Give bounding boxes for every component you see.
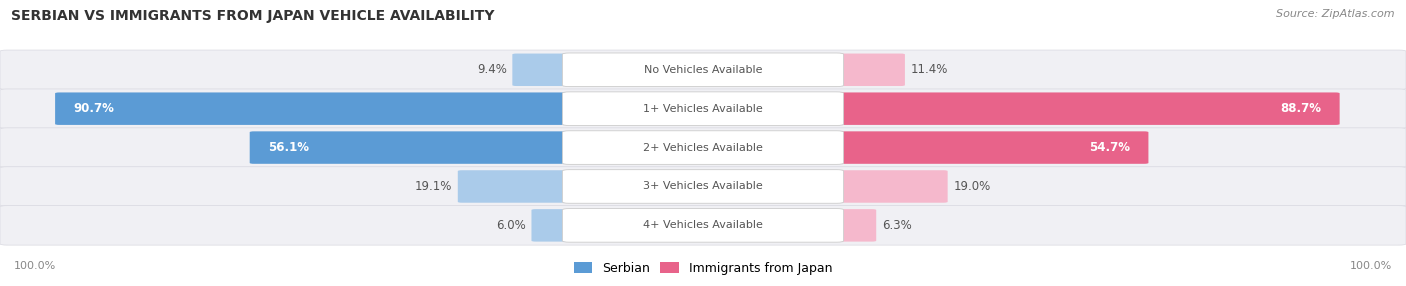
Text: 100.0%: 100.0%: [14, 261, 56, 271]
FancyBboxPatch shape: [562, 53, 844, 87]
Text: 1+ Vehicles Available: 1+ Vehicles Available: [643, 104, 763, 114]
Text: Source: ZipAtlas.com: Source: ZipAtlas.com: [1277, 9, 1395, 19]
Text: 100.0%: 100.0%: [1350, 261, 1392, 271]
Text: 2+ Vehicles Available: 2+ Vehicles Available: [643, 143, 763, 152]
Text: No Vehicles Available: No Vehicles Available: [644, 65, 762, 75]
FancyBboxPatch shape: [832, 170, 948, 203]
FancyBboxPatch shape: [832, 209, 876, 242]
FancyBboxPatch shape: [531, 209, 574, 242]
FancyBboxPatch shape: [0, 167, 1406, 206]
Text: 19.0%: 19.0%: [953, 180, 990, 193]
Text: 54.7%: 54.7%: [1090, 141, 1130, 154]
FancyBboxPatch shape: [832, 92, 1340, 125]
Text: 90.7%: 90.7%: [73, 102, 114, 115]
FancyBboxPatch shape: [0, 206, 1406, 245]
FancyBboxPatch shape: [832, 53, 905, 86]
Legend: Serbian, Immigrants from Japan: Serbian, Immigrants from Japan: [568, 257, 838, 280]
FancyBboxPatch shape: [250, 131, 574, 164]
FancyBboxPatch shape: [512, 53, 574, 86]
FancyBboxPatch shape: [458, 170, 574, 203]
Text: 6.3%: 6.3%: [882, 219, 911, 232]
Text: 6.0%: 6.0%: [496, 219, 526, 232]
Text: 56.1%: 56.1%: [269, 141, 309, 154]
FancyBboxPatch shape: [55, 92, 574, 125]
Text: 9.4%: 9.4%: [477, 63, 506, 76]
FancyBboxPatch shape: [0, 50, 1406, 90]
Text: 4+ Vehicles Available: 4+ Vehicles Available: [643, 221, 763, 230]
FancyBboxPatch shape: [562, 170, 844, 203]
Text: 19.1%: 19.1%: [415, 180, 453, 193]
FancyBboxPatch shape: [832, 131, 1149, 164]
Text: 88.7%: 88.7%: [1281, 102, 1322, 115]
FancyBboxPatch shape: [562, 92, 844, 126]
FancyBboxPatch shape: [562, 131, 844, 164]
Text: 11.4%: 11.4%: [911, 63, 948, 76]
Text: 3+ Vehicles Available: 3+ Vehicles Available: [643, 182, 763, 191]
FancyBboxPatch shape: [562, 208, 844, 242]
FancyBboxPatch shape: [0, 89, 1406, 128]
FancyBboxPatch shape: [0, 128, 1406, 167]
Text: SERBIAN VS IMMIGRANTS FROM JAPAN VEHICLE AVAILABILITY: SERBIAN VS IMMIGRANTS FROM JAPAN VEHICLE…: [11, 9, 495, 23]
